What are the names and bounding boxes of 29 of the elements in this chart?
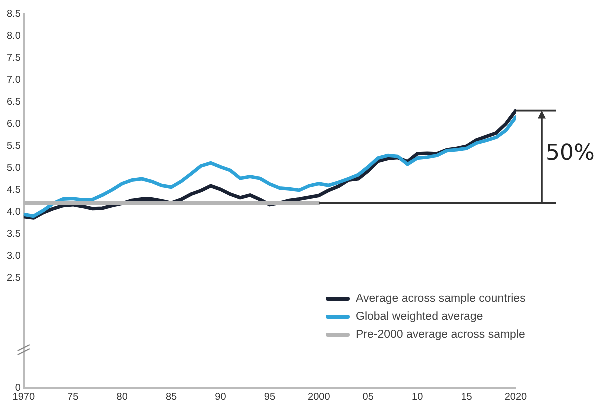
text: 50% (546, 141, 595, 166)
legend-label: Global weighted average (356, 311, 484, 323)
y-tick-label: 3.5 (6, 228, 22, 240)
x-tick-label: 85 (166, 392, 178, 403)
y-tick-label: 5.5 (6, 140, 22, 152)
x-tick-label: 95 (264, 392, 276, 403)
y-tick-label: 6.0 (6, 118, 22, 130)
x-tick-label: 90 (215, 392, 227, 403)
x-tick-label: 75 (68, 392, 80, 403)
y-tick-label: 6.5 (6, 96, 22, 108)
y-tick-label: 4.5 (6, 184, 22, 196)
y-tick-label: 7.0 (6, 74, 22, 86)
y-tick-label: 7.5 (6, 52, 22, 64)
x-tick-label: 80 (116, 392, 128, 403)
y-tick-label: 8.0 (6, 30, 22, 42)
x-tick-label: 15 (461, 392, 473, 403)
x-tick-label: 10 (412, 392, 424, 403)
y-tick-label: 3.0 (6, 250, 22, 262)
y-tick-label: 4.0 (6, 206, 22, 218)
x-tick-label: 1970 (12, 392, 36, 403)
y-tick-label: 0 (15, 382, 22, 394)
x-tick-label: 2000 (308, 392, 331, 403)
legend-label: Pre-2000 average across sample (356, 329, 526, 341)
legend-label: Average across sample countries (356, 293, 526, 305)
y-tick-label: 8.5 (6, 8, 22, 20)
y-tick-label: 2.5 (6, 272, 22, 284)
y-tick-label: 5.0 (6, 162, 22, 174)
x-tick-label: 2020 (504, 392, 528, 403)
x-tick-label: 05 (362, 392, 374, 403)
